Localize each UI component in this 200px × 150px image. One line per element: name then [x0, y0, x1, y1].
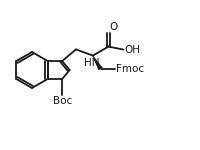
Text: O: O [109, 22, 118, 32]
Text: Fmoc: Fmoc [116, 64, 144, 74]
Polygon shape [93, 56, 102, 70]
Text: Boc: Boc [53, 96, 72, 106]
Text: OH: OH [124, 45, 140, 55]
Text: HN: HN [84, 58, 100, 68]
